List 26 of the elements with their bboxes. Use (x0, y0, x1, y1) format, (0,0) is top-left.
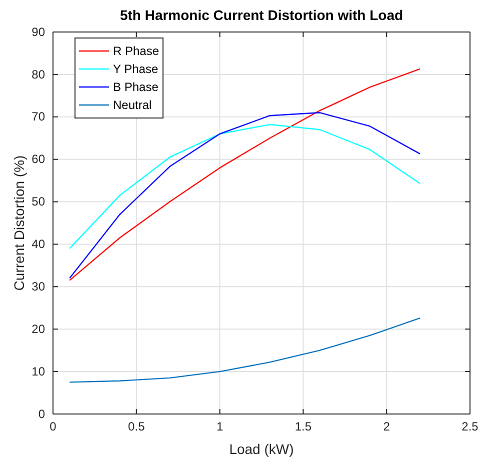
y-tick-label: 0 (38, 406, 46, 421)
y-tick-label: 70 (32, 110, 46, 124)
x-tick-label: 2.5 (462, 420, 478, 434)
y-tick-label: 20 (32, 322, 46, 336)
x-tick-label: 1 (216, 420, 224, 434)
y-tick-label: 90 (32, 24, 46, 39)
x-tick-label: 0.5 (128, 420, 146, 434)
x-tick-label: 1.5 (294, 420, 312, 434)
line-series (69, 124, 421, 250)
legend-label: Y Phase (113, 62, 158, 76)
chart-title: 5th Harmonic Current Distortion with Load (120, 7, 404, 23)
y-tick-label: 80 (32, 67, 46, 82)
y-axis-title: Current Distortion (%) (11, 155, 27, 291)
legend-label: Neutral (113, 98, 152, 112)
x-axis-title: Load (kW) (229, 441, 294, 457)
y-tick-label: 30 (32, 280, 46, 294)
y-tick-label: 60 (32, 152, 46, 166)
y-tick-label: 10 (32, 364, 46, 378)
line-series (69, 112, 421, 279)
y-tick-label: 40 (32, 237, 46, 252)
x-tick-label: 2 (383, 420, 390, 434)
y-tick-label: 50 (32, 194, 46, 209)
legend-label: B Phase (113, 80, 159, 94)
line-series (69, 317, 421, 383)
legend-label: R Phase (113, 44, 160, 58)
x-tick-label: 0 (50, 420, 57, 434)
